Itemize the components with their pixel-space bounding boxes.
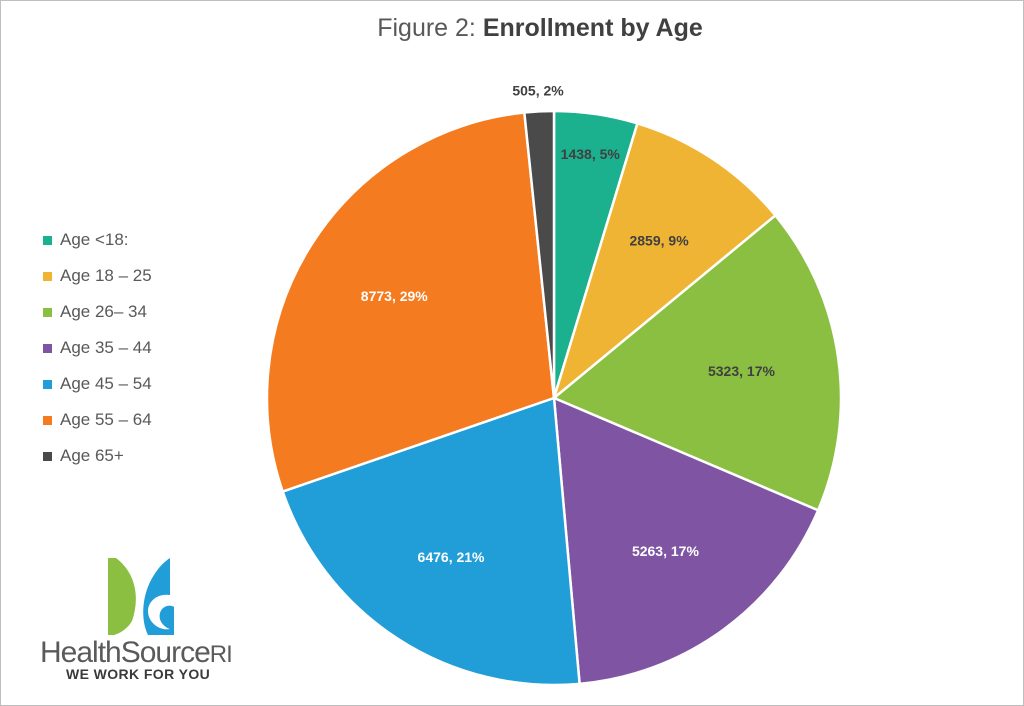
pie-slice bbox=[551, 121, 778, 402]
legend-label: Age <18: bbox=[60, 230, 129, 249]
chart-title-prefix: Figure 2: bbox=[377, 14, 483, 42]
legend-swatch bbox=[43, 415, 52, 425]
pie-data-label: 2859, 9% bbox=[629, 232, 689, 248]
pie-data-label: 505, 2% bbox=[512, 82, 564, 98]
legend-item: Age 26– 34 bbox=[43, 294, 203, 330]
pie-data-label: 5323, 17% bbox=[708, 363, 775, 379]
pie-slice bbox=[265, 111, 556, 494]
pie-slice bbox=[522, 109, 556, 399]
legend-item: Age 55 – 64 bbox=[43, 402, 203, 438]
legend-label: Age 26– 34 bbox=[60, 302, 147, 321]
legend-item: Age 65+ bbox=[43, 438, 203, 474]
legend-label: Age 18 – 25 bbox=[60, 266, 152, 285]
legend-label: Age 35 – 44 bbox=[60, 338, 152, 357]
pie-slice bbox=[551, 213, 843, 512]
chart-legend: Age <18: Age 18 – 25 Age 26– 34 Age 35 – 44… bbox=[43, 222, 203, 474]
pie-slice bbox=[552, 396, 820, 686]
legend-swatch bbox=[43, 271, 52, 281]
chart-title: Figure 2: Enrollment by Age bbox=[0, 14, 1024, 43]
logo-name-main: HealthSource bbox=[40, 636, 211, 669]
legend-label: Age 65+ bbox=[60, 446, 124, 465]
chart-title-bold: Enrollment by Age bbox=[482, 14, 703, 42]
pie-data-label: 6476, 21% bbox=[418, 549, 485, 565]
legend-swatch bbox=[43, 307, 52, 317]
legend-swatch bbox=[43, 451, 52, 461]
legend-item: Age 35 – 44 bbox=[43, 330, 203, 366]
pie-data-label: 1438, 5% bbox=[561, 146, 621, 162]
pie-slice bbox=[281, 396, 581, 687]
logo-name-suffix: RI bbox=[209, 641, 233, 668]
legend-item: Age 45 – 54 bbox=[43, 366, 203, 402]
logo-green-leaf-icon bbox=[108, 558, 136, 635]
legend-item: Age 18 – 25 bbox=[43, 258, 203, 294]
legend-swatch bbox=[43, 235, 52, 245]
legend-swatch bbox=[43, 343, 52, 353]
healthsource-logo-icon bbox=[108, 558, 174, 635]
legend-item: Age <18: bbox=[43, 222, 203, 258]
logo-blue-wave-icon bbox=[143, 558, 174, 635]
pie-data-label: 5263, 17% bbox=[632, 543, 699, 559]
pie-data-label: 8773, 29% bbox=[361, 288, 428, 304]
logo-tagline: WE WORK FOR YOU bbox=[66, 666, 211, 682]
legend-label: Age 45 – 54 bbox=[60, 374, 152, 393]
legend-label: Age 55 – 64 bbox=[60, 410, 152, 429]
legend-swatch bbox=[43, 379, 52, 389]
logo-wordmark: HealthSourceRI bbox=[40, 636, 233, 670]
